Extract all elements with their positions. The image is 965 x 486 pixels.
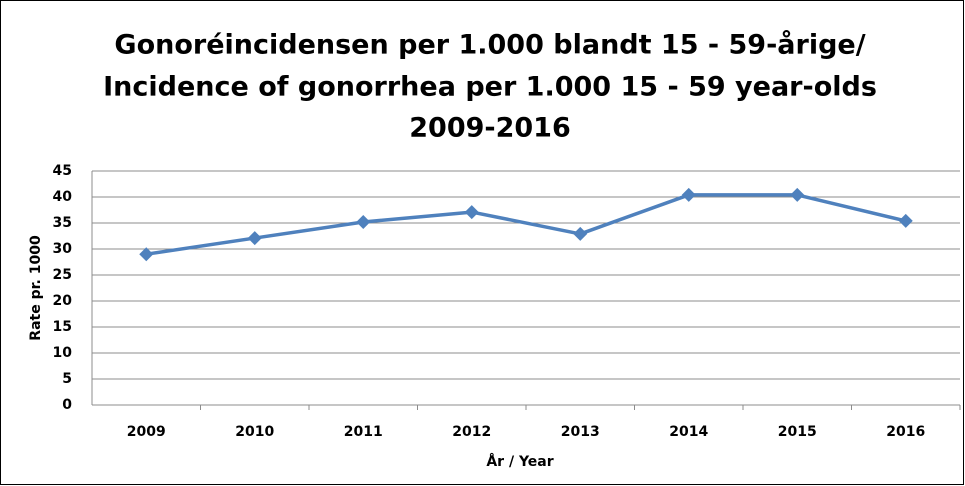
y-tick-label: 5 [62, 371, 72, 387]
marker [247, 231, 262, 246]
marker [681, 187, 696, 202]
chart-title: 2009-2016 [409, 113, 571, 144]
y-tick-label: 45 [53, 163, 72, 179]
x-axis-label: År / Year [486, 453, 553, 470]
x-tick-label: 2010 [235, 424, 274, 440]
chart-title: Incidence of gonorrhea per 1.000 15 - 59… [103, 72, 877, 103]
y-tick-label: 40 [53, 189, 73, 205]
y-axis-label: Rate pr. 1000 [28, 235, 44, 341]
x-tick-label: 2012 [452, 424, 491, 440]
x-tick-label: 2011 [344, 424, 383, 440]
y-tick-label: 30 [53, 241, 73, 257]
x-tick-label: 2009 [127, 424, 166, 440]
y-tick-label: 25 [53, 267, 72, 283]
x-tick-label: 2013 [561, 424, 600, 440]
y-tick-label: 35 [53, 215, 72, 231]
x-tick-label: 2014 [669, 424, 708, 440]
marker [573, 226, 588, 241]
chart-title: Gonoréincidensen per 1.000 blandt 15 - 5… [114, 29, 865, 61]
y-tick-label: 20 [53, 293, 73, 309]
y-tick-label: 0 [62, 397, 72, 413]
x-tick-label: 2015 [778, 424, 817, 440]
y-tick-label: 15 [53, 319, 72, 335]
marker [790, 187, 805, 202]
marker [356, 214, 371, 229]
x-tick-label: 2016 [886, 424, 925, 440]
marker [464, 205, 479, 220]
marker [898, 213, 913, 228]
marker [139, 247, 154, 262]
series-line [145, 193, 907, 256]
y-tick-label: 10 [53, 345, 73, 361]
